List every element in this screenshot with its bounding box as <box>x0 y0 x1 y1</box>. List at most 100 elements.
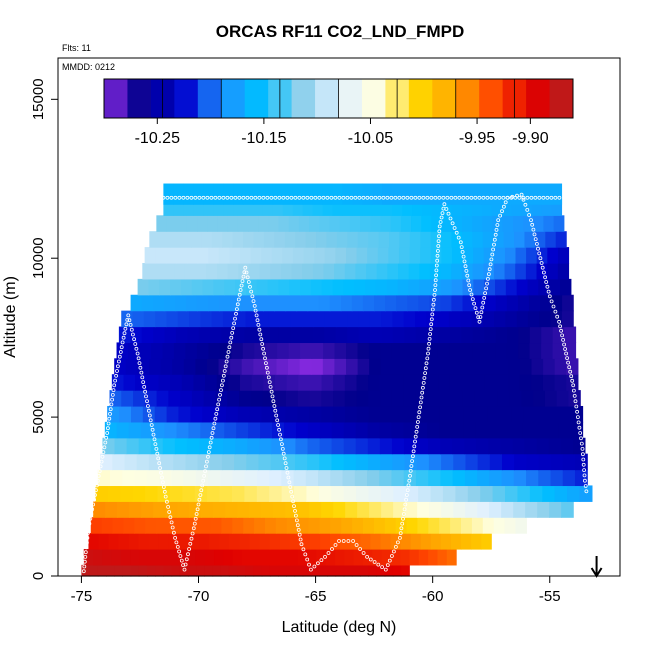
track-point <box>203 469 208 474</box>
heatmap-cell <box>376 564 386 577</box>
heatmap-cell <box>217 215 229 232</box>
heatmap-cell <box>242 548 252 566</box>
track-point <box>465 273 470 278</box>
track-point <box>229 335 234 340</box>
track-point <box>120 340 125 345</box>
heatmap-cell <box>451 215 463 232</box>
heatmap-cell <box>491 199 503 216</box>
track-point <box>486 272 491 277</box>
heatmap-cell <box>319 421 333 439</box>
heatmap-cell <box>484 326 497 344</box>
track-point <box>485 195 490 200</box>
heatmap-cell <box>150 437 164 455</box>
track-point <box>345 195 350 200</box>
track-point <box>433 288 437 292</box>
track-point <box>419 395 424 400</box>
heatmap-cell <box>302 262 314 280</box>
heatmap-cell <box>367 437 381 455</box>
track-point <box>452 226 457 230</box>
heatmap-cell <box>270 453 284 471</box>
heatmap-cell <box>426 310 439 328</box>
heatmap-cell <box>307 437 321 455</box>
heatmap-cell <box>462 294 475 312</box>
heatmap-cell <box>307 294 320 312</box>
track-point <box>525 195 530 200</box>
track-point <box>361 551 366 555</box>
x-axis: -75 -70 -65 -60 -55 <box>71 576 561 605</box>
heatmap-cell <box>493 517 506 534</box>
heatmap-cell <box>290 326 303 344</box>
heatmap-cell <box>219 485 233 502</box>
heatmap-cell <box>187 247 199 264</box>
track-point <box>201 478 206 483</box>
heatmap-cell <box>262 390 275 407</box>
track-point <box>555 314 560 319</box>
track-point <box>421 380 426 385</box>
track-point <box>82 564 87 569</box>
heatmap-cell <box>356 405 370 423</box>
track-point <box>418 405 423 410</box>
heatmap-cell <box>368 342 382 359</box>
track-point <box>537 195 542 200</box>
heatmap-cell <box>352 183 364 205</box>
heatmap-cell <box>461 533 472 550</box>
track-point <box>242 270 247 275</box>
heatmap-cell <box>489 501 502 518</box>
track-point <box>561 337 565 342</box>
heatmap-cell <box>440 294 453 312</box>
track-point <box>545 284 550 289</box>
heatmap-cell <box>274 390 287 407</box>
heatmap-cell <box>484 374 497 391</box>
heatmap-cell <box>302 564 312 577</box>
heatmap-cell <box>421 215 432 232</box>
track-point <box>160 480 165 485</box>
heatmap-cell <box>547 247 559 264</box>
heatmap-cell <box>482 215 494 232</box>
heatmap-cell <box>381 501 394 518</box>
heatmap-cell <box>261 247 273 264</box>
track-point <box>490 252 495 257</box>
heatmap-cell <box>473 278 485 296</box>
track-point <box>437 224 442 229</box>
heatmap-cell <box>324 247 336 264</box>
heatmap-cell <box>123 374 136 391</box>
heatmap-cell <box>351 294 364 312</box>
track-point <box>188 541 193 546</box>
track-point <box>309 195 314 200</box>
heatmap-cell <box>515 517 527 534</box>
heatmap-cell <box>165 501 178 518</box>
heatmap-cell <box>555 231 567 248</box>
track-point <box>278 437 283 442</box>
track-point <box>461 195 466 200</box>
track-point <box>189 536 194 541</box>
track-point <box>220 378 225 383</box>
track-point <box>531 227 536 232</box>
heatmap-cell <box>405 501 418 518</box>
heatmap-cell <box>168 390 181 407</box>
track-point <box>329 195 334 200</box>
heatmap-cell <box>200 310 213 328</box>
heatmap-cell <box>415 469 429 487</box>
heatmap-cell <box>187 564 197 577</box>
track-point <box>405 488 410 493</box>
heatmap-cell <box>203 390 217 407</box>
track-point <box>439 215 444 220</box>
heatmap-cell <box>386 278 399 296</box>
heatmap-cell <box>189 501 202 518</box>
heatmap-cell <box>118 533 130 550</box>
heatmap-cell <box>398 262 410 280</box>
heatmap-cell <box>144 247 156 264</box>
heatmap-cell <box>88 533 100 550</box>
heatmap-cell <box>462 278 474 296</box>
track-point <box>583 484 588 488</box>
heatmap-cell <box>241 358 254 375</box>
heatmap-cell <box>116 421 130 439</box>
heatmap-cell <box>528 294 541 312</box>
track-point <box>449 195 454 200</box>
heatmap-cell <box>224 278 236 296</box>
heatmap-cell <box>541 183 553 205</box>
heatmap-cell <box>403 358 417 375</box>
heatmap-cell <box>145 517 157 534</box>
track-point <box>261 195 266 200</box>
track-point <box>529 218 533 223</box>
